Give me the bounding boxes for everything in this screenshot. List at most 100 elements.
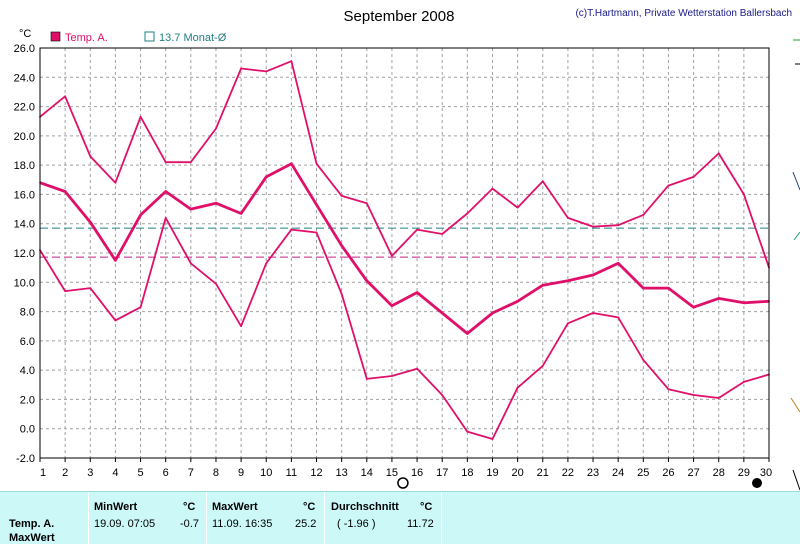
data-point bbox=[541, 364, 544, 367]
data-point bbox=[315, 231, 318, 234]
x-tick-label: 16 bbox=[411, 467, 423, 479]
legend-average-label: 13.7 Monat-Ø bbox=[159, 32, 227, 44]
y-tick-label: 0.0 bbox=[20, 424, 35, 436]
x-tick-label: 27 bbox=[687, 467, 699, 479]
avg-value: 11.72 bbox=[407, 518, 434, 530]
data-point bbox=[164, 190, 167, 193]
data-point bbox=[592, 274, 594, 276]
data-point bbox=[717, 152, 720, 155]
data-point bbox=[164, 216, 167, 219]
data-point bbox=[315, 162, 318, 165]
data-point bbox=[516, 386, 519, 389]
data-point bbox=[340, 194, 343, 197]
edge-fragment bbox=[793, 231, 800, 241]
x-tick-label: 2 bbox=[62, 467, 68, 479]
data-point bbox=[617, 224, 620, 227]
data-point bbox=[516, 300, 519, 303]
y-tick-label: 22.0 bbox=[14, 102, 35, 114]
edge-fragment bbox=[792, 469, 800, 491]
data-point bbox=[717, 397, 720, 399]
x-tick-label: 4 bbox=[112, 467, 118, 479]
min-unit: °C bbox=[183, 501, 196, 513]
y-tick-label: 14.0 bbox=[14, 219, 35, 231]
data-point bbox=[692, 306, 695, 309]
data-point bbox=[667, 287, 670, 290]
avg-header: Durchschnitt bbox=[331, 501, 399, 513]
data-point bbox=[617, 262, 620, 265]
data-point bbox=[466, 212, 469, 215]
data-point bbox=[491, 187, 494, 190]
y-tick-label: 18.0 bbox=[14, 160, 35, 172]
x-tick-label: 12 bbox=[310, 467, 322, 479]
y-tick-label: 26.0 bbox=[14, 43, 35, 55]
stats-separator bbox=[441, 492, 442, 544]
data-point bbox=[240, 67, 243, 70]
data-point bbox=[717, 297, 720, 300]
data-point bbox=[114, 259, 117, 262]
avg-unit: °C bbox=[420, 501, 433, 513]
data-point bbox=[340, 293, 343, 295]
series-line-mittel bbox=[39, 162, 770, 335]
data-point bbox=[365, 279, 368, 282]
data-point bbox=[315, 203, 318, 206]
data-point bbox=[215, 202, 217, 205]
data-point bbox=[290, 60, 293, 63]
data-point bbox=[340, 244, 343, 247]
data-point bbox=[290, 228, 293, 231]
data-point bbox=[64, 95, 67, 98]
chart-title: September 2008 bbox=[344, 8, 455, 25]
max-value: 25.2 bbox=[295, 518, 317, 530]
x-tick-label: 5 bbox=[137, 467, 143, 479]
data-point bbox=[416, 291, 418, 294]
data-point bbox=[139, 214, 142, 216]
data-point bbox=[692, 394, 695, 396]
data-point bbox=[592, 312, 594, 314]
row-label-max: MaxWert bbox=[9, 532, 55, 544]
data-point bbox=[215, 127, 217, 130]
filled-circle-marker bbox=[752, 478, 762, 488]
x-tick-label: 15 bbox=[386, 467, 398, 479]
x-tick-label: 9 bbox=[238, 467, 244, 479]
x-tick-label: 11 bbox=[286, 467, 297, 479]
x-axis-ticks: 1 2 3 4 5 6 7 8 9 10 11 12 13 14 15 16 17 18 19 20 21 22 23 24 2… bbox=[39, 458, 772, 479]
y-tick-label: 2.0 bbox=[20, 394, 35, 406]
data-point bbox=[466, 332, 469, 335]
data-point bbox=[541, 180, 544, 183]
x-tick-label: 3 bbox=[87, 467, 93, 479]
data-point bbox=[139, 115, 142, 118]
data-point bbox=[189, 262, 192, 265]
data-point bbox=[566, 216, 569, 219]
data-point bbox=[742, 193, 745, 196]
y-tick-label: 20.0 bbox=[14, 131, 35, 143]
data-point bbox=[64, 190, 67, 193]
data-point bbox=[391, 375, 393, 377]
y-tick-label: 10.0 bbox=[14, 277, 35, 289]
data-point bbox=[441, 233, 444, 235]
data-point bbox=[566, 279, 569, 282]
data-point bbox=[64, 290, 67, 292]
reference-lines bbox=[40, 227, 769, 258]
open-circle-marker bbox=[397, 477, 409, 489]
data-point bbox=[416, 228, 418, 231]
x-tick-label: 10 bbox=[260, 467, 272, 479]
data-point bbox=[667, 388, 670, 391]
max-unit: °C bbox=[303, 501, 316, 513]
y-unit-label: °C bbox=[19, 28, 31, 40]
data-point bbox=[541, 284, 544, 287]
data-point bbox=[240, 325, 243, 328]
x-tick-label: 17 bbox=[436, 467, 448, 479]
data-point bbox=[265, 70, 268, 73]
x-tick-label: 24 bbox=[612, 467, 624, 479]
data-point bbox=[441, 394, 444, 396]
y-tick-label: -2.0 bbox=[16, 453, 35, 465]
x-tick-label: 30 bbox=[760, 467, 772, 479]
data-point bbox=[139, 306, 142, 309]
data-point bbox=[566, 322, 569, 325]
data-point bbox=[742, 301, 745, 304]
x-tick-label: 21 bbox=[537, 467, 549, 479]
avg-extra: ( -1.96 ) bbox=[337, 518, 376, 530]
y-tick-label: 16.0 bbox=[14, 189, 35, 201]
data-point bbox=[391, 255, 393, 257]
x-tick-label: 8 bbox=[213, 467, 219, 479]
data-point bbox=[441, 312, 444, 314]
